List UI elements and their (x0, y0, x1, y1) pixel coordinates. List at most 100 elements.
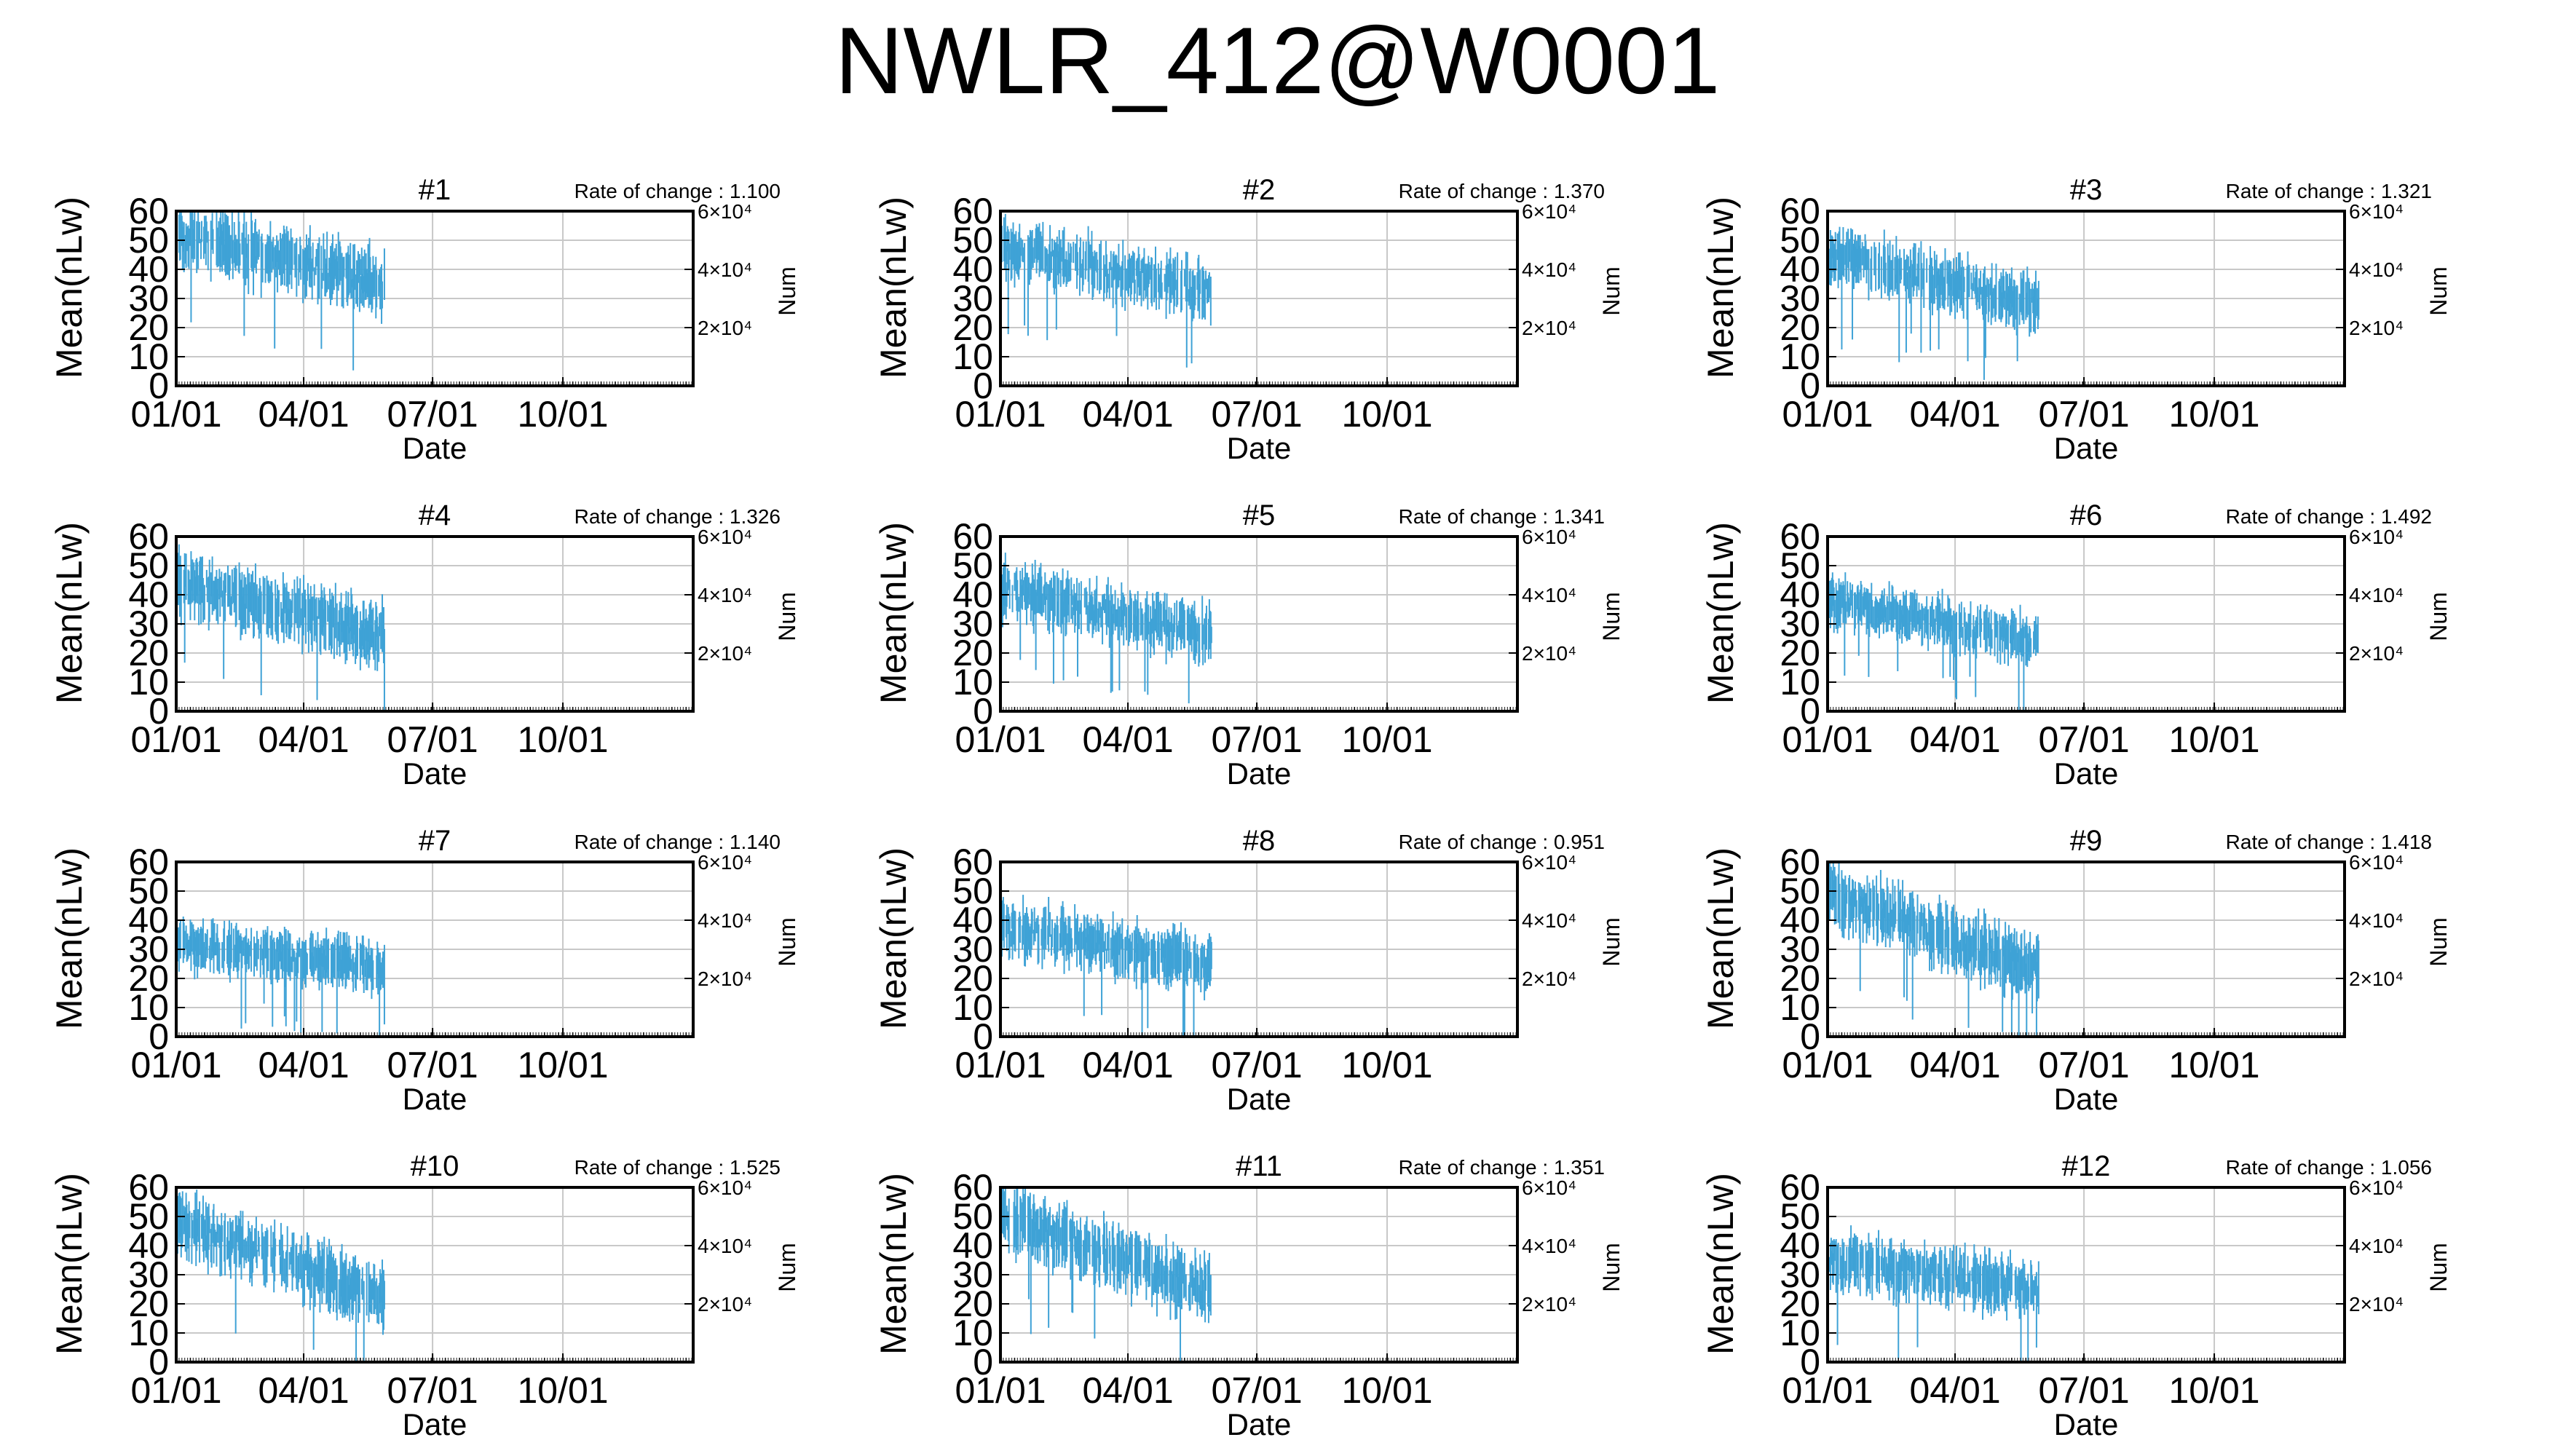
y2-tick-label: 6×10⁴ (2349, 851, 2404, 874)
y-tick-label: 40 (128, 249, 169, 290)
x-tick-label: 04/01 (1910, 394, 2001, 435)
y-tick-label: 10 (128, 987, 169, 1028)
rate-of-change: Rate of change : 1.100 (574, 180, 781, 202)
x-tick-label: 10/01 (1341, 1045, 1432, 1085)
y-tick-label: 30 (1780, 929, 1820, 970)
x-tick-label: 07/01 (1212, 1045, 1303, 1085)
y-tick-label: 10 (1780, 662, 1820, 703)
y2-tick-label: 4×10⁴ (2349, 584, 2404, 606)
x-tick-label: 10/01 (2168, 394, 2259, 435)
y2-axis-label: Num (2425, 592, 2452, 641)
y2-axis-label: Num (2425, 917, 2452, 967)
y-tick-label: 20 (128, 307, 169, 348)
x-tick-label: 07/01 (2039, 394, 2130, 435)
x-tick-label: 04/01 (258, 719, 350, 760)
y-tick-label: 20 (952, 307, 993, 348)
y2-axis-label: Num (2425, 266, 2452, 316)
y2-tick-label: 2×10⁴ (2349, 642, 2404, 665)
subplot-title: #4 (419, 499, 451, 531)
x-tick-label: 07/01 (2039, 1045, 2130, 1085)
y-tick-label: 30 (128, 1254, 169, 1295)
y-tick-label: 50 (128, 1196, 169, 1237)
y2-tick-label: 2×10⁴ (1522, 317, 1576, 339)
x-tick-label: 04/01 (258, 394, 350, 435)
y-tick-label: 0 (1800, 691, 1820, 732)
x-axis-label: Date (1227, 1082, 1292, 1116)
x-tick-label: 07/01 (387, 719, 478, 760)
y-axis-label: Mean(nLw) (49, 197, 90, 379)
y-tick-label: 40 (1780, 574, 1820, 615)
x-tick-label: 07/01 (1212, 394, 1303, 435)
y-axis-label: Mean(nLw) (49, 522, 90, 704)
x-axis-label: Date (403, 1082, 467, 1116)
y-tick-label: 60 (128, 1167, 169, 1208)
y-axis-label: Mean(nLw) (873, 197, 914, 379)
y-tick-label: 60 (952, 516, 993, 557)
y2-tick-label: 4×10⁴ (1522, 909, 1576, 932)
y-tick-label: 0 (149, 691, 169, 732)
x-tick-label: 04/01 (1083, 394, 1174, 435)
y-tick-label: 40 (128, 1225, 169, 1266)
x-tick-label: 01/01 (1782, 1045, 1873, 1085)
x-tick-label: 01/01 (130, 719, 221, 760)
y2-tick-label: 4×10⁴ (698, 258, 752, 281)
subplot-title: #9 (2070, 825, 2103, 857)
rate-of-change: Rate of change : 1.140 (574, 831, 781, 853)
y-tick-label: 50 (1780, 545, 1820, 586)
y-tick-label: 10 (128, 336, 169, 377)
y2-tick-label: 2×10⁴ (1522, 642, 1576, 665)
y-tick-label: 20 (952, 633, 993, 673)
rate-of-change: Rate of change : 1.418 (2226, 831, 2432, 853)
y-tick-label: 40 (128, 900, 169, 941)
y-tick-label: 60 (128, 191, 169, 232)
y-tick-label: 40 (128, 574, 169, 615)
y-tick-label: 40 (1780, 900, 1820, 941)
y2-axis-label: Num (1598, 917, 1624, 967)
y-tick-label: 10 (952, 662, 993, 703)
y2-tick-label: 6×10⁴ (2349, 200, 2404, 223)
y2-tick-label: 4×10⁴ (698, 909, 752, 932)
x-tick-label: 04/01 (1083, 1045, 1174, 1085)
subplot-title: #2 (1243, 174, 1276, 206)
rate-of-change: Rate of change : 1.492 (2226, 505, 2432, 528)
subplot-title: #1 (419, 174, 451, 206)
y-tick-label: 0 (1800, 1016, 1820, 1057)
y-tick-label: 0 (973, 691, 993, 732)
y-tick-label: 30 (952, 929, 993, 970)
x-tick-label: 01/01 (1782, 394, 1873, 435)
y2-axis-label: Num (774, 266, 800, 316)
x-axis-label: Date (2054, 1082, 2119, 1116)
rate-of-change: Rate of change : 1.326 (574, 505, 781, 528)
y-tick-label: 10 (1780, 336, 1820, 377)
x-tick-label: 04/01 (258, 1045, 350, 1085)
y-tick-label: 30 (952, 278, 993, 319)
y-tick-label: 10 (952, 336, 993, 377)
y2-tick-label: 2×10⁴ (2349, 317, 2404, 339)
y-tick-label: 10 (1780, 987, 1820, 1028)
x-tick-label: 01/01 (130, 394, 221, 435)
y2-tick-label: 2×10⁴ (698, 317, 752, 339)
y-tick-label: 40 (952, 574, 993, 615)
y2-tick-label: 4×10⁴ (698, 1235, 752, 1257)
y-tick-label: 60 (1780, 191, 1820, 232)
y2-tick-label: 6×10⁴ (698, 1176, 752, 1199)
y2-axis-label: Num (1598, 592, 1624, 641)
y-tick-label: 40 (1780, 249, 1820, 290)
x-tick-label: 01/01 (130, 1370, 221, 1411)
y-tick-label: 60 (952, 842, 993, 882)
x-axis-label: Date (1227, 756, 1292, 791)
y-tick-label: 0 (973, 1016, 993, 1057)
rate-of-change: Rate of change : 1.370 (1399, 180, 1605, 202)
y2-tick-label: 4×10⁴ (698, 584, 752, 606)
y-tick-label: 0 (149, 1342, 169, 1382)
subplot-title: #6 (2070, 499, 2103, 531)
x-tick-label: 10/01 (517, 1045, 608, 1085)
y-tick-label: 50 (952, 871, 993, 911)
y-tick-label: 10 (952, 987, 993, 1028)
